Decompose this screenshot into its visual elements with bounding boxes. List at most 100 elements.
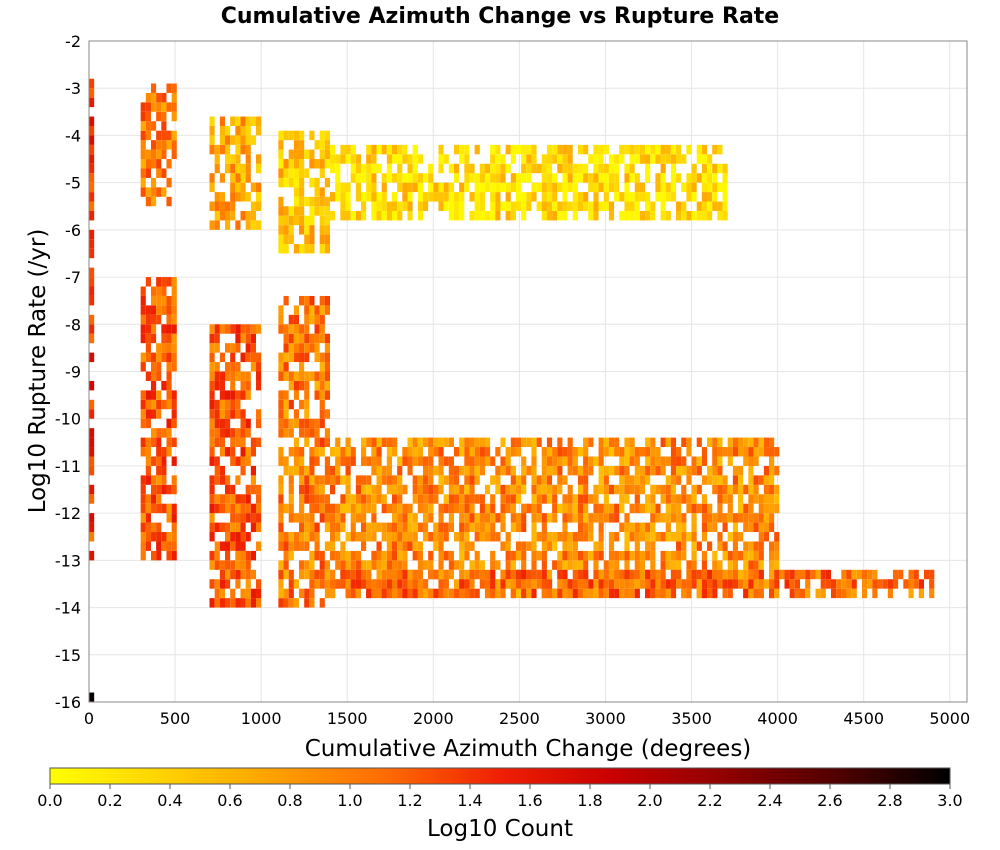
heatmap-cell [526, 192, 532, 202]
heatmap-cell [748, 541, 754, 551]
heatmap-cell [758, 550, 764, 561]
heatmap-cell [240, 503, 246, 514]
heatmap-cell [381, 173, 387, 183]
heatmap-cell [448, 465, 454, 476]
heatmap-cell [299, 475, 305, 485]
heatmap-cell [660, 550, 666, 561]
heatmap-cell [686, 569, 692, 580]
heatmap-cell [283, 532, 289, 542]
heatmap-cell [510, 560, 516, 570]
heatmap-cell [490, 192, 496, 202]
heatmap-cell [145, 532, 151, 542]
heatmap-cell [235, 362, 241, 372]
heatmap-cell [240, 135, 246, 145]
heatmap-cell [794, 569, 800, 580]
heatmap-cell [245, 324, 251, 334]
heatmap-cell [240, 588, 246, 599]
heatmap-cell [732, 569, 739, 580]
heatmap-cell [417, 588, 423, 599]
heatmap-cell [577, 192, 584, 202]
heatmap-cell [250, 437, 256, 448]
heatmap-cell [722, 163, 728, 174]
heatmap-cell [624, 192, 630, 202]
heatmap-cell [846, 569, 852, 580]
heatmap-cell [319, 234, 325, 245]
heatmap-cell [214, 163, 220, 174]
heatmap-cell [150, 494, 157, 504]
heatmap-cell [240, 541, 246, 551]
heatmap-cell [712, 513, 718, 523]
heatmap-cell [219, 201, 225, 211]
heatmap-cell [156, 305, 162, 315]
heatmap-cell [288, 177, 294, 188]
heatmap-cell [443, 532, 449, 542]
heatmap-cell [500, 494, 506, 504]
heatmap-cell [438, 541, 444, 551]
heatmap-cell [361, 210, 367, 221]
heatmap-cell [841, 569, 847, 580]
heatmap-cell [345, 503, 351, 514]
heatmap-cell [235, 569, 241, 580]
heatmap-cell [225, 399, 231, 410]
heatmap-cell [515, 182, 522, 193]
heatmap-cell [769, 541, 775, 551]
heatmap-cell [598, 182, 604, 193]
heatmap-cell [376, 522, 382, 533]
heatmap-cell [701, 503, 708, 514]
heatmap-cell [634, 579, 640, 589]
heatmap-cell [355, 475, 361, 485]
heatmap-cell [140, 503, 146, 514]
heatmap-cell [166, 130, 172, 141]
heatmap-cell [691, 192, 697, 202]
heatmap-cell [314, 532, 320, 542]
heatmap-cell [464, 569, 470, 580]
heatmap-cell [214, 154, 220, 164]
heatmap-cell [577, 513, 584, 523]
heatmap-cell [214, 598, 220, 608]
heatmap-cell [583, 465, 589, 476]
heatmap-cell [283, 428, 289, 438]
heatmap-cell [319, 494, 325, 504]
heatmap-cell [335, 182, 341, 193]
heatmap-cell [433, 588, 439, 599]
heatmap-cell [230, 428, 236, 438]
heatmap-cell [407, 182, 413, 193]
heatmap-cell [299, 168, 305, 178]
heatmap-cell [381, 201, 387, 211]
heatmap-cell [696, 456, 702, 466]
heatmap-cell [738, 447, 744, 457]
heatmap-cell [376, 484, 382, 495]
heatmap-cell [366, 154, 372, 164]
heatmap-cell [433, 569, 439, 580]
heatmap-cell [531, 532, 537, 542]
heatmap-cell [619, 579, 625, 589]
heatmap-cell [758, 579, 764, 589]
heatmap-cell [748, 513, 754, 523]
heatmap-cell [676, 210, 682, 221]
heatmap-cell [402, 192, 408, 202]
colorbar-tick-label: 2.0 [637, 791, 662, 810]
heatmap-cell [490, 532, 496, 542]
heatmap-cell [402, 173, 408, 183]
heatmap-cell [219, 475, 225, 485]
heatmap-cell [608, 173, 615, 183]
heatmap-cell [340, 447, 346, 457]
heatmap-cell [686, 503, 692, 514]
heatmap-cell [686, 532, 692, 542]
heatmap-cell [603, 465, 609, 476]
heatmap-cell [650, 522, 656, 533]
heatmap-cell [645, 550, 651, 561]
heatmap-cell [361, 579, 367, 589]
heatmap-cell [583, 569, 589, 580]
heatmap-cell [366, 173, 372, 183]
heatmap-cell [209, 201, 215, 211]
heatmap-cell [546, 465, 553, 476]
heatmap-cell [283, 295, 289, 306]
heatmap-cell [624, 144, 630, 155]
heatmap-cell [397, 154, 403, 164]
heatmap-cell [235, 494, 241, 504]
heatmap-cell [681, 588, 687, 599]
heatmap-cell [614, 569, 620, 580]
heatmap-cell [150, 177, 157, 188]
heatmap-cell [846, 588, 852, 599]
